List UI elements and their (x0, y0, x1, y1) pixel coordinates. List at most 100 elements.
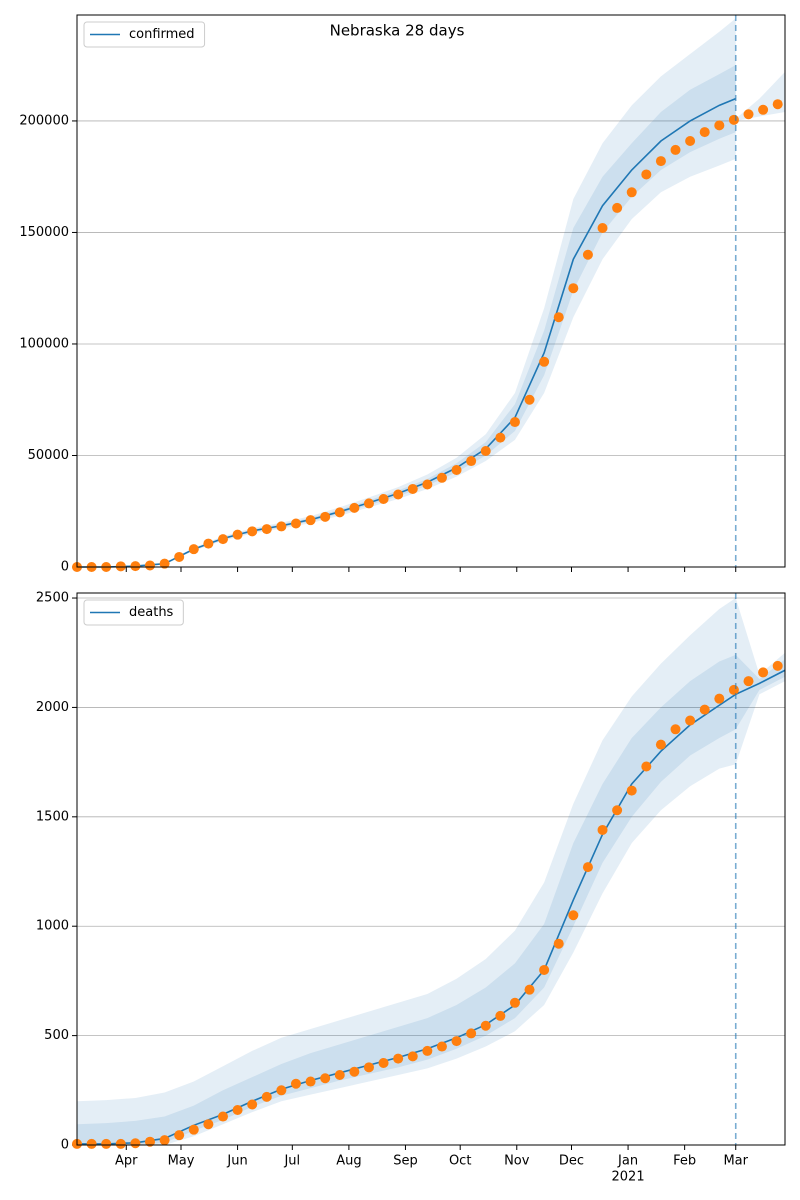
legend-label: deaths (129, 605, 174, 620)
observed-point (130, 561, 141, 572)
observed-point (612, 202, 623, 213)
legend-box (83, 21, 206, 48)
observed-point (378, 493, 389, 504)
observed-point (597, 222, 608, 233)
observed-point (758, 104, 769, 115)
x-tick-label: Jun (226, 1154, 247, 1169)
observed-point (626, 785, 637, 796)
observed-point (349, 1066, 360, 1077)
observed-point (758, 667, 769, 678)
uncertainty-band (77, 65, 736, 567)
x-tick-label: Nov (504, 1154, 530, 1169)
observed-point (582, 249, 593, 260)
y-tick-label: 500 (44, 1028, 69, 1043)
legend-label: confirmed (129, 27, 195, 42)
observed-point (466, 456, 477, 467)
observed-point (86, 1138, 97, 1149)
x-tick-label: Jul (283, 1154, 300, 1169)
x-tick-label: Oct (449, 1154, 471, 1169)
plot-frame (76, 14, 786, 568)
uncertainty-band (77, 654, 785, 1145)
observed-point (334, 507, 345, 518)
y-tick-label: 50000 (28, 448, 69, 463)
observed-point (334, 1069, 345, 1080)
x-year-label: 2021 (612, 1170, 645, 1185)
chart-title: Nebraska 28 days (330, 22, 465, 40)
observed-point (232, 529, 243, 540)
observed-point (349, 502, 360, 513)
observed-point (378, 1057, 389, 1068)
observed-point (188, 1124, 199, 1135)
observed-point (655, 739, 666, 750)
uncertainty-band (77, 18, 736, 567)
observed-point (553, 312, 564, 323)
observed-point (714, 120, 725, 131)
observed-point (144, 560, 155, 571)
legend-box (83, 599, 184, 626)
observed-point (568, 910, 579, 921)
observed-point (305, 515, 316, 526)
observed-point (422, 1045, 433, 1056)
y-tick-label: 2500 (36, 591, 69, 606)
observed-point (451, 464, 462, 475)
y-tick-label: 1500 (36, 809, 69, 824)
observed-point (699, 127, 710, 138)
observed-point (714, 693, 725, 704)
observed-point (582, 862, 593, 873)
observed-point (188, 544, 199, 555)
y-tick-label: 150000 (19, 225, 69, 240)
x-tick-label: Jan (617, 1154, 638, 1169)
x-tick-label: Apr (115, 1154, 138, 1169)
plot-frame (76, 592, 786, 1146)
observed-point (422, 479, 433, 490)
observed-point (553, 938, 564, 949)
y-tick-label: 1000 (36, 919, 69, 934)
x-tick-label: Feb (673, 1154, 696, 1169)
y-tick-label: 0 (61, 1138, 69, 1153)
observed-point (539, 356, 550, 367)
observed-point (393, 1053, 404, 1064)
legend: confirmed (83, 21, 206, 48)
observed-point (641, 169, 652, 180)
observed-point (247, 526, 258, 537)
observed-point (261, 524, 272, 535)
observed-point (436, 472, 447, 483)
observed-point (101, 1138, 112, 1149)
observed-point (743, 676, 754, 687)
observed-point (728, 114, 739, 125)
observed-point (685, 136, 696, 147)
observed-point (290, 1078, 301, 1089)
observed-point (670, 724, 681, 735)
observed-point (276, 521, 287, 532)
observed-point (436, 1041, 447, 1052)
y-tick-label: 0 (61, 560, 69, 575)
observed-point (509, 997, 520, 1008)
observed-point (699, 704, 710, 715)
observed-point (247, 1099, 258, 1110)
x-tick-label: Mar (723, 1154, 748, 1169)
observed-point (495, 1010, 506, 1021)
observed-point (480, 1020, 491, 1031)
observed-point (466, 1028, 477, 1039)
observed-point (130, 1138, 141, 1149)
observed-point (597, 824, 608, 835)
observed-point (743, 109, 754, 120)
observed-point (539, 964, 550, 975)
observed-point (320, 1073, 331, 1084)
x-tick-label: Sep (393, 1154, 418, 1169)
observed-point (772, 660, 783, 671)
observed-point (203, 538, 214, 549)
uncertainty-band (77, 598, 785, 1145)
observed-point (641, 761, 652, 772)
observed-point (305, 1076, 316, 1087)
x-tick-label: Aug (336, 1154, 361, 1169)
x-tick-label: Dec (559, 1154, 584, 1169)
observed-point (685, 715, 696, 726)
observed-point (524, 984, 535, 995)
y-tick-label: 200000 (19, 113, 69, 128)
observed-point (290, 518, 301, 529)
y-tick-label: 2000 (36, 700, 69, 715)
observed-point (495, 432, 506, 443)
observed-point (407, 483, 418, 494)
